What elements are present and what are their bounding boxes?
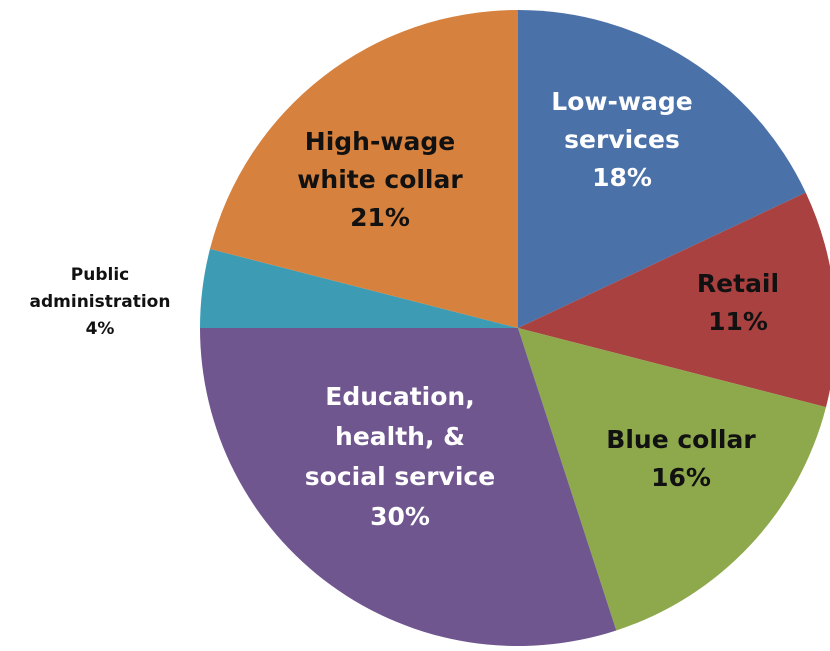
pie-slice-1	[518, 192, 830, 408]
slice-label-3: Education, health, & social service 30%	[305, 382, 495, 531]
slice-label-line: 11%	[708, 307, 768, 336]
pie-labels: Low-wage services 18% Retail 11% Blue collar 1…	[30, 87, 780, 531]
slice-label-line: Public	[71, 265, 129, 285]
slice-label-line: 16%	[651, 463, 711, 492]
slice-label-line: 4%	[86, 319, 115, 339]
pie-slice-2	[518, 328, 827, 631]
slice-label-line: administration	[30, 292, 171, 312]
slice-label-line: services	[564, 125, 680, 154]
pie-slice-4	[200, 248, 518, 328]
slice-label-line: social service	[305, 462, 495, 491]
slice-label-0: Low-wage services 18%	[551, 87, 692, 192]
slice-label-line: Education,	[325, 382, 474, 411]
pie-slice-0	[518, 10, 806, 328]
slice-label-line: Low-wage	[551, 87, 692, 116]
slice-label-line: 21%	[350, 203, 410, 232]
slice-label-line: Retail	[697, 269, 779, 298]
pie-slice-5	[209, 10, 519, 328]
slice-label-line: High-wage	[305, 127, 455, 156]
pie-slices	[200, 10, 830, 647]
slice-label-5: High-wage white collar 21%	[297, 127, 463, 232]
slice-label-line: 30%	[370, 502, 430, 531]
slice-label-line: Blue collar	[606, 425, 756, 454]
slice-label-line: 18%	[592, 163, 652, 192]
slice-label-1: Retail 11%	[697, 269, 779, 336]
slice-label-4: Public administration 4%	[30, 265, 171, 339]
slice-label-2: Blue collar 16%	[606, 425, 756, 492]
slice-label-line: health, &	[335, 422, 465, 451]
slice-label-line: white collar	[297, 165, 463, 194]
pie-slice-3	[200, 328, 617, 647]
